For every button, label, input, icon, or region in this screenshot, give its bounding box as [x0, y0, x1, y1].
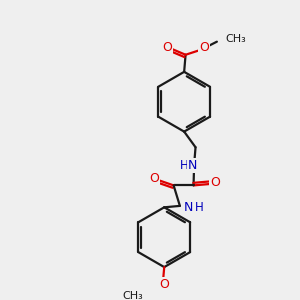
Text: O: O	[210, 176, 220, 189]
Text: O: O	[159, 278, 169, 291]
Text: H: H	[195, 201, 203, 214]
Text: H: H	[180, 159, 188, 172]
Text: O: O	[162, 41, 172, 54]
Text: O: O	[199, 41, 209, 54]
Text: O: O	[149, 172, 159, 184]
Text: CH₃: CH₃	[122, 291, 143, 300]
Text: N: N	[183, 201, 193, 214]
Text: CH₃: CH₃	[225, 34, 246, 44]
Text: N: N	[188, 159, 197, 172]
